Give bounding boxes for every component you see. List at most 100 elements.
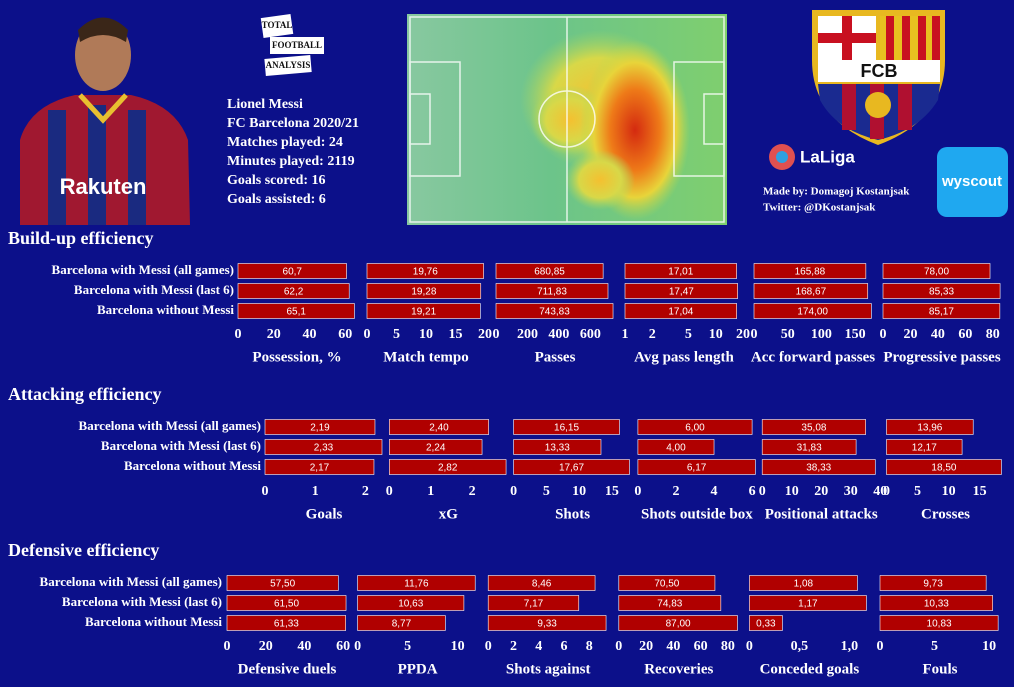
value-label: 9,33 bbox=[537, 619, 557, 630]
bar bbox=[761, 419, 866, 435]
value-label: 6,17 bbox=[687, 463, 707, 474]
bar bbox=[749, 615, 783, 631]
x-tick-label: 0 bbox=[510, 484, 517, 499]
x-axis-label: Fouls bbox=[922, 661, 957, 677]
x-tick-label: 2 bbox=[649, 327, 656, 342]
bar bbox=[618, 595, 722, 611]
value-label: 17,01 bbox=[668, 267, 693, 278]
value-label: 13,33 bbox=[545, 443, 570, 454]
row-label: Barcelona with Messi (all games) bbox=[79, 418, 261, 433]
x-tick-label: 10 bbox=[451, 639, 465, 654]
bar bbox=[886, 459, 1002, 475]
x-axis-label: PPDA bbox=[398, 661, 438, 677]
value-label: 2,17 bbox=[310, 463, 330, 474]
row-label: Barcelona without Messi bbox=[124, 458, 261, 473]
bar bbox=[624, 263, 737, 279]
x-tick-label: 400 bbox=[548, 327, 569, 342]
x-tick-label: 1,0 bbox=[841, 639, 859, 654]
x-tick-label: 0 bbox=[364, 327, 371, 342]
x-tick-label: 60 bbox=[958, 327, 972, 342]
x-tick-label: 2 bbox=[362, 484, 369, 499]
info-line: Matches played: 24 bbox=[227, 135, 343, 150]
bar bbox=[264, 459, 375, 475]
value-label: 10,33 bbox=[924, 599, 949, 610]
x-tick-label: 0,5 bbox=[791, 639, 809, 654]
value-label: 165,88 bbox=[795, 267, 826, 278]
bar bbox=[366, 303, 481, 319]
x-axis-label: Match tempo bbox=[383, 349, 468, 365]
x-tick-label: 100 bbox=[811, 327, 832, 342]
value-label: 19,21 bbox=[411, 307, 436, 318]
x-tick-label: 5 bbox=[543, 484, 550, 499]
x-axis-label: Shots outside box bbox=[641, 506, 753, 522]
x-tick-label: 5 bbox=[914, 484, 921, 499]
x-tick-label: 6 bbox=[560, 639, 567, 654]
x-tick-label: 2 bbox=[672, 484, 679, 499]
value-label: 85,33 bbox=[929, 287, 954, 298]
value-label: 17,04 bbox=[668, 307, 693, 318]
x-tick-label: 2 bbox=[469, 484, 476, 499]
x-tick-label: 5 bbox=[685, 327, 692, 342]
row-label: Barcelona without Messi bbox=[97, 302, 234, 317]
x-tick-label: 0 bbox=[877, 639, 884, 654]
value-label: 85,17 bbox=[929, 307, 954, 318]
value-label: 2,33 bbox=[314, 443, 334, 454]
section-title: Build-up efficiency bbox=[8, 228, 154, 248]
x-tick-label: 20 bbox=[814, 484, 828, 499]
bar bbox=[388, 439, 483, 455]
value-label: 13,96 bbox=[917, 423, 942, 434]
x-tick-label: 30 bbox=[844, 484, 858, 499]
value-label: 17,47 bbox=[669, 287, 694, 298]
player-photo: Rakuten bbox=[20, 17, 190, 225]
value-label: 57,50 bbox=[270, 579, 295, 590]
x-axis-label: Progressive passes bbox=[883, 349, 1001, 365]
value-label: 61,33 bbox=[274, 619, 299, 630]
bar bbox=[264, 419, 376, 435]
value-label: 8,46 bbox=[532, 579, 552, 590]
bar bbox=[495, 263, 604, 279]
x-tick-label: 1 bbox=[622, 327, 629, 342]
value-label: 78,00 bbox=[924, 267, 949, 278]
x-tick-label: 10 bbox=[785, 484, 799, 499]
x-tick-label: 50 bbox=[781, 327, 795, 342]
bar bbox=[388, 419, 489, 435]
info-line: Goals scored: 16 bbox=[227, 173, 326, 188]
value-label: 1,17 bbox=[798, 599, 818, 610]
value-label: 74,83 bbox=[657, 599, 682, 610]
logo-line: ANALYSIS bbox=[266, 60, 311, 70]
provider-logo: wyscout bbox=[937, 147, 1008, 217]
x-tick-label: 0 bbox=[880, 327, 887, 342]
bar bbox=[879, 575, 987, 591]
bar bbox=[487, 615, 607, 631]
value-label: 17,67 bbox=[559, 463, 584, 474]
bar bbox=[749, 575, 858, 591]
info-line: Lionel Messi bbox=[227, 97, 303, 112]
bar bbox=[357, 575, 476, 591]
bar bbox=[226, 575, 339, 591]
info-line: Goals assisted: 6 bbox=[227, 192, 326, 207]
x-axis-label: xG bbox=[439, 506, 459, 522]
value-label: 18,50 bbox=[931, 463, 956, 474]
analysis-logo: TOTAL FOOTBALL ANALYSIS bbox=[260, 14, 324, 76]
player-info: Lionel Messi FC Barcelona 2020/21 Matche… bbox=[227, 97, 359, 207]
bar bbox=[882, 283, 1001, 299]
bar bbox=[624, 283, 738, 299]
value-label: 10,63 bbox=[398, 599, 423, 610]
x-tick-label: 10 bbox=[942, 484, 956, 499]
shirt-sponsor: Rakuten bbox=[60, 174, 147, 199]
bar bbox=[366, 263, 484, 279]
bar bbox=[753, 283, 869, 299]
x-tick-label: 200 bbox=[517, 327, 538, 342]
value-label: 1,08 bbox=[794, 579, 814, 590]
league-logo-text: LaLiga bbox=[800, 147, 855, 166]
x-tick-label: 0 bbox=[883, 484, 890, 499]
x-tick-label: 20 bbox=[267, 327, 281, 342]
x-tick-label: 0 bbox=[493, 327, 500, 342]
value-label: 680,85 bbox=[534, 267, 565, 278]
bar bbox=[882, 263, 991, 279]
row-label: Barcelona without Messi bbox=[85, 614, 222, 629]
x-tick-label: 40 bbox=[297, 639, 311, 654]
x-axis-label: Acc forward passes bbox=[751, 349, 875, 365]
x-tick-label: 0 bbox=[354, 639, 361, 654]
